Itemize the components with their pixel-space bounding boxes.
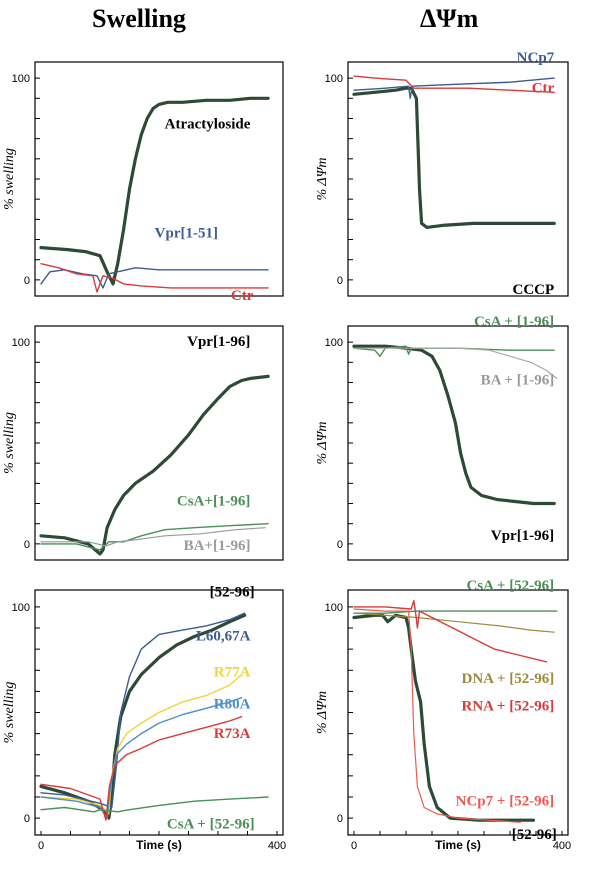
- series-label-rna-52-96: RNA + [52-96]: [461, 698, 554, 714]
- series-line-vpr-1-96: [39, 374, 270, 556]
- series-label-r73a: R73A: [214, 726, 251, 742]
- y-tick-label: 0: [24, 539, 30, 551]
- y-axis-label: % ΔΨm: [315, 421, 330, 464]
- series-line-l60-67a: [40, 612, 246, 809]
- series-label-r77a: R77A: [214, 665, 251, 681]
- chart-panel-3: 0 100 % swelling Vpr[1-96] CsA+[1-96] BA+[1-9…: [2, 325, 284, 561]
- y-tick-label: 0: [337, 539, 343, 551]
- y-tick-label: 100: [12, 602, 30, 614]
- series-line-ctr: [40, 263, 269, 293]
- x-axis-label: Time (s): [136, 838, 182, 852]
- series-line-ncp7-52-96: [353, 608, 521, 823]
- chart-panel-4: 0 100 % ΔΨm CsA + [1-96] BA + [1-96] Vpr[1-96…: [315, 314, 569, 561]
- y-axis-label: % ΔΨm: [315, 157, 330, 200]
- y-tick-label: 0: [337, 275, 343, 287]
- series-line-ba-1-96: [40, 527, 266, 547]
- series-line-vpr-1-96: [352, 344, 556, 506]
- y-tick-label: 100: [12, 73, 30, 85]
- chart-panel-6: 0 100 0 400 Time (s) % ΔΨm CsA + [52-96] DNA + …: [315, 578, 571, 852]
- series-label-ba-1-96: BA+[1-96]: [184, 538, 251, 554]
- series-line-csa-1-96: [40, 523, 269, 551]
- y-axis-label: % swelling: [2, 148, 17, 210]
- membrane-potential-column-title: ΔΨm: [420, 4, 479, 33]
- series-line-cccp: [352, 86, 556, 229]
- y-axis-label: % ΔΨm: [315, 691, 330, 734]
- chart-panel-5: 0 100 0 400 Time (s) % swelling [52-96] L60,67A…: [2, 584, 286, 852]
- y-tick-label: 0: [24, 275, 30, 287]
- series-line-r80a: [40, 697, 243, 819]
- y-tick-label: 0: [24, 813, 30, 825]
- series-label-ncp7-52-96: NCp7 + [52-96]: [456, 793, 555, 809]
- series-line-csa-52-96: [353, 610, 558, 614]
- series-line-ctr: [353, 75, 555, 93]
- x-tick-label: 0: [38, 840, 44, 852]
- series-line-ncp7: [353, 77, 555, 99]
- chart-panel-1: 0 100 % swelling Atractyloside Vpr[1-51] Ctr: [2, 61, 284, 304]
- chart-panel-2: 0 100 % ΔΨm NCp7 Ctr CCCP: [315, 50, 569, 298]
- series-label-vpr-1-96: Vpr[1-96]: [491, 528, 554, 544]
- x-axis-label: Time (s): [435, 838, 481, 852]
- series-line-csa-52-96: [40, 796, 269, 813]
- series-label-ncp7: NCp7: [517, 50, 555, 66]
- y-tick-label: 100: [325, 73, 343, 85]
- series-line-dna-52-96: [353, 612, 555, 633]
- series-label-cccp: CCCP: [513, 282, 555, 298]
- series-label-csa-52-96: CsA + [52-96]: [466, 578, 554, 594]
- series-label-ctr: Ctr: [231, 288, 254, 304]
- series-label-ba-1-96: BA + [1-96]: [481, 373, 555, 389]
- series-label-ctr: Ctr: [532, 80, 555, 96]
- y-tick-label: 100: [325, 337, 343, 349]
- series-label-52-96: [52-96]: [210, 584, 255, 600]
- series-label-r80a: R80A: [214, 696, 251, 712]
- series-line-csa-1-96: [353, 345, 555, 357]
- y-tick-label: 0: [337, 813, 343, 825]
- series-label-csa-1-96: CsA + [1-96]: [474, 314, 554, 330]
- y-axis-label: % swelling: [2, 412, 17, 474]
- y-axis-label: % swelling: [2, 682, 17, 744]
- series-line-52-96: [352, 613, 535, 822]
- series-label-52-96: [52-96]: [512, 827, 557, 843]
- y-tick-label: 100: [12, 337, 30, 349]
- series-line-rna-52-96: [353, 599, 548, 663]
- plot-frame: [347, 61, 569, 297]
- x-tick-label: 400: [553, 840, 571, 852]
- series-label-csa-1-96: CsA+[1-96]: [177, 494, 251, 510]
- x-tick-label: 400: [268, 840, 286, 852]
- y-tick-label: 100: [325, 602, 343, 614]
- plot-frame: [34, 61, 284, 297]
- series-line-vpr-1-51: [40, 267, 269, 289]
- series-label-atractyloside: Atractyloside: [165, 117, 251, 133]
- x-tick-label: 0: [351, 840, 357, 852]
- series-label-dna-52-96: DNA + [52-96]: [461, 671, 554, 687]
- series-line-r73a: [40, 716, 243, 821]
- series-line-ba-1-96: [353, 347, 558, 379]
- series-label-l60-67a: L60,67A: [196, 629, 251, 645]
- series-line-atractyloside: [39, 96, 270, 286]
- series-label-vpr-1-96: Vpr[1-96]: [187, 334, 250, 350]
- series-line-52-96: [39, 613, 247, 820]
- series-line-r77a: [40, 673, 243, 815]
- series-label-vpr-1-51: Vpr[1-51]: [155, 226, 218, 242]
- series-label-csa-52-96: CsA + [52-96]: [167, 817, 255, 833]
- swelling-column-title: Swelling: [92, 4, 186, 33]
